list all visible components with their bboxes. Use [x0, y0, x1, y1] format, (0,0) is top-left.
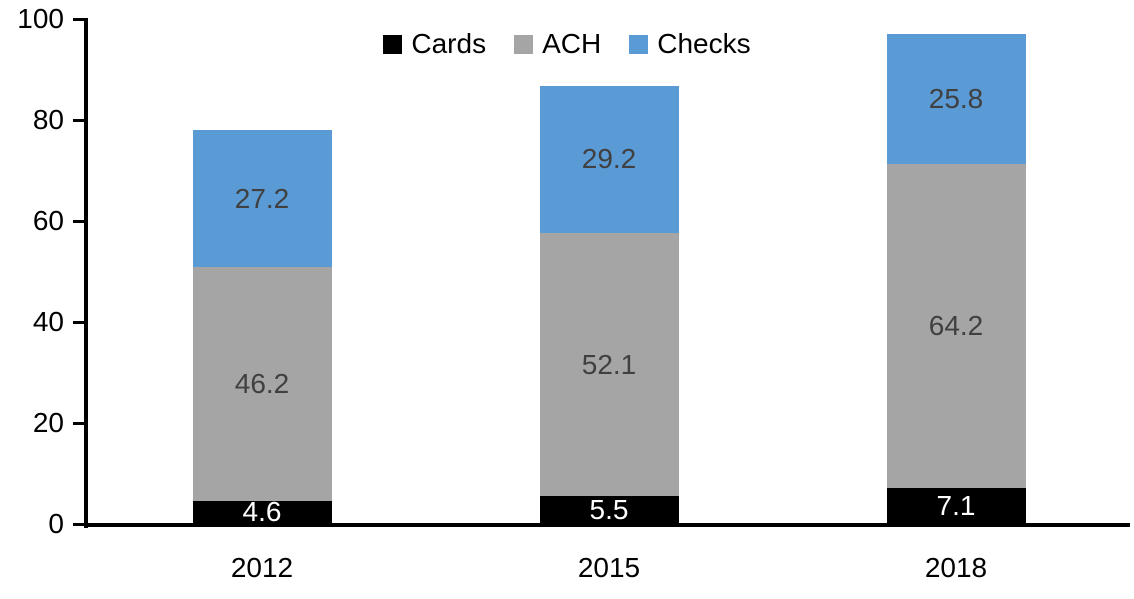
- y-axis-line: [84, 18, 88, 528]
- legend-label: Cards: [411, 28, 487, 59]
- y-tick-mark: [73, 422, 85, 425]
- legend-item-checks: Checks: [629, 28, 751, 60]
- y-tick-label: 80: [32, 104, 64, 135]
- y-tick-mark: [73, 119, 85, 122]
- legend-swatch-cards: [383, 34, 403, 54]
- bar-segment-cards-2018: 7.1: [886, 488, 1026, 524]
- bar-segment-ach-2018: 64.2: [886, 163, 1026, 489]
- bar-value-label: 27.2: [234, 182, 290, 214]
- bar-value-label: 46.2: [234, 368, 290, 400]
- bar-segment-checks-2015: 29.2: [539, 85, 679, 234]
- legend-item-ach: ACH: [514, 28, 601, 60]
- bar-value-label: 64.2: [928, 310, 984, 342]
- bar-value-label: 4.6: [242, 496, 282, 528]
- legend-item-cards: Cards: [383, 28, 486, 60]
- bar-segment-checks-2012: 27.2: [192, 130, 332, 268]
- bar-value-label: 5.5: [589, 494, 629, 526]
- bar-value-label: 52.1: [581, 348, 637, 380]
- legend: Cards ACH Checks: [0, 28, 1134, 60]
- legend-swatch-checks: [629, 34, 649, 54]
- x-tick-label-2012: 2012: [230, 552, 294, 583]
- legend-label: Checks: [657, 28, 751, 59]
- legend-label: ACH: [542, 28, 602, 59]
- y-tick-mark: [73, 220, 85, 223]
- y-tick-label: 0: [48, 508, 64, 539]
- bar-segment-cards-2012: 4.6: [192, 496, 332, 528]
- y-tick-mark: [73, 321, 85, 324]
- x-tick-label-2015: 2015: [577, 552, 641, 583]
- x-axis-line: [84, 523, 1130, 527]
- bar-value-label: 29.2: [581, 143, 637, 175]
- bar-segment-cards-2015: 5.5: [539, 494, 679, 526]
- legend-swatch-ach: [514, 34, 534, 54]
- y-tick-label: 60: [32, 205, 64, 236]
- x-tick-label-2018: 2018: [924, 552, 988, 583]
- y-tick-label: 40: [32, 306, 64, 337]
- y-tick-mark: [73, 18, 85, 21]
- y-tick-mark: [73, 523, 85, 526]
- bar-segment-ach-2015: 52.1: [539, 233, 679, 497]
- bar-value-label: 25.8: [928, 82, 984, 114]
- y-tick-label: 100: [17, 3, 64, 34]
- bar-segment-ach-2012: 46.2: [192, 267, 332, 501]
- bar-value-label: 7.1: [936, 490, 976, 522]
- y-tick-label: 20: [32, 407, 64, 438]
- bar-segment-checks-2018: 25.8: [886, 33, 1026, 164]
